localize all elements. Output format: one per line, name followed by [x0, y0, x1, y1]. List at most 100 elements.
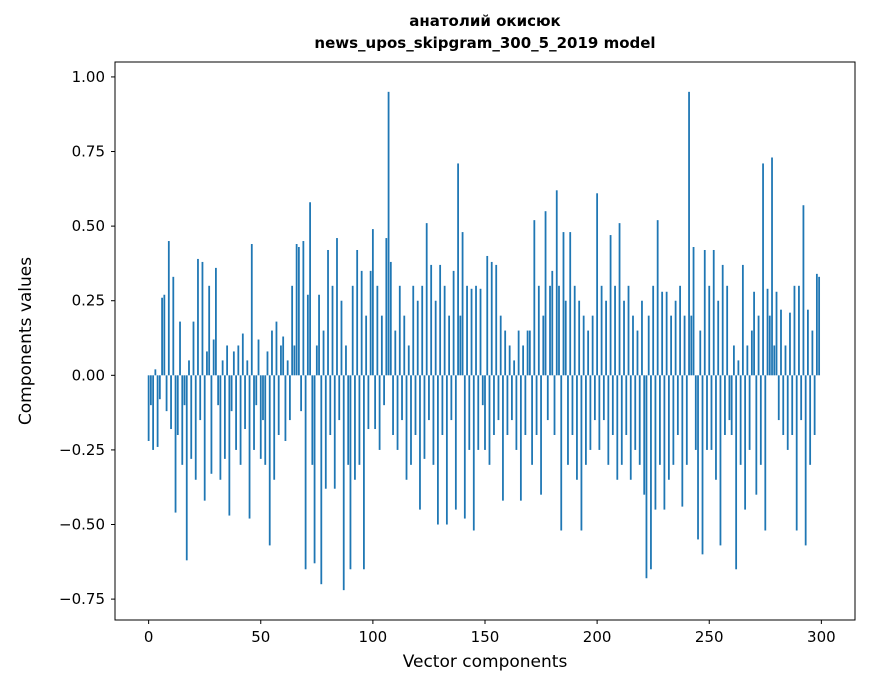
bar — [650, 375, 652, 570]
bar — [540, 375, 542, 495]
bar — [757, 315, 760, 376]
bar — [522, 345, 525, 376]
bar — [750, 330, 753, 376]
bar — [488, 375, 491, 465]
bar — [627, 285, 630, 376]
bar — [802, 205, 805, 376]
bar — [697, 375, 699, 540]
bar — [667, 375, 670, 480]
bar — [719, 375, 722, 546]
bar — [793, 285, 796, 376]
bar — [569, 232, 572, 376]
bar — [493, 375, 495, 435]
bar — [605, 300, 607, 376]
bar — [203, 375, 206, 501]
bar — [383, 375, 385, 406]
bar — [463, 375, 466, 519]
bar — [782, 375, 785, 435]
bar — [632, 315, 634, 376]
bar — [163, 294, 166, 376]
bar — [369, 270, 372, 376]
chart-title-line2: news_upos_skipgram_300_5_2019 model — [314, 34, 656, 52]
bar — [389, 261, 392, 376]
bar — [735, 375, 738, 570]
bar — [457, 163, 459, 376]
bar — [748, 375, 751, 450]
bar — [264, 375, 267, 465]
bar — [414, 375, 417, 435]
bar — [421, 285, 424, 376]
bar — [701, 375, 704, 555]
bar — [703, 249, 706, 376]
bar — [804, 375, 807, 546]
bar — [670, 315, 673, 376]
bar — [394, 330, 397, 376]
bar — [199, 375, 202, 421]
bar — [495, 264, 498, 376]
bar — [331, 285, 334, 376]
bar — [167, 241, 170, 376]
bar — [553, 375, 556, 435]
bar — [815, 273, 818, 376]
bar — [327, 249, 329, 376]
bar — [322, 330, 325, 376]
bar — [753, 291, 755, 376]
bar — [573, 285, 576, 376]
bar — [295, 244, 298, 376]
x-tick-label: 50 — [251, 628, 270, 646]
bar — [450, 375, 453, 421]
bar — [585, 375, 587, 465]
bar — [535, 375, 538, 435]
y-tick-label: 0.75 — [72, 143, 105, 161]
bar — [481, 375, 484, 406]
bar — [185, 375, 188, 561]
bar — [374, 375, 377, 430]
bar — [392, 375, 394, 435]
bar — [342, 375, 345, 591]
bar — [555, 190, 558, 376]
bar — [665, 291, 668, 376]
bar — [780, 309, 782, 376]
bar — [172, 276, 175, 376]
bar — [502, 375, 504, 501]
bar — [333, 375, 336, 489]
axes-frame — [114, 61, 856, 621]
bar — [165, 375, 168, 412]
bar — [425, 223, 428, 376]
bar — [475, 285, 477, 376]
bar — [576, 375, 578, 480]
bar — [437, 375, 439, 525]
bar — [625, 375, 628, 435]
bar — [356, 249, 359, 376]
bar — [197, 258, 199, 376]
bar — [365, 315, 368, 376]
bar — [286, 360, 289, 376]
bar — [226, 345, 229, 376]
bar — [497, 375, 500, 421]
bar — [221, 360, 224, 376]
bar — [591, 315, 594, 376]
bar — [293, 345, 296, 376]
bar — [762, 163, 764, 376]
bar — [351, 285, 354, 376]
bar — [681, 375, 684, 507]
bar — [149, 375, 152, 406]
bar — [423, 375, 426, 459]
bar — [452, 270, 455, 376]
bar — [309, 202, 311, 376]
bar — [188, 360, 190, 376]
bar — [349, 375, 352, 570]
bar — [636, 330, 639, 376]
bar — [190, 375, 193, 459]
bar — [746, 345, 749, 376]
bar — [441, 375, 444, 435]
bar — [602, 375, 605, 421]
bar — [215, 267, 217, 376]
bar — [479, 288, 482, 376]
bar — [567, 375, 569, 465]
bar — [257, 339, 260, 376]
bar — [508, 345, 511, 376]
bar — [741, 264, 744, 376]
bar — [170, 375, 172, 430]
bar — [578, 300, 581, 376]
